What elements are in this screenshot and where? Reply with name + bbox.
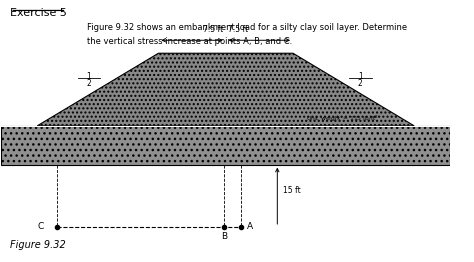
Text: 2: 2 [86, 79, 91, 88]
Text: Figure 9.32 shows an embankment load for a silty clay soil layer. Determine: Figure 9.32 shows an embankment load for… [87, 23, 407, 32]
Bar [1, 126, 450, 165]
Text: 2: 2 [358, 79, 363, 88]
Text: C: C [37, 222, 44, 231]
Text: Unit weight = 115 lb/ft$^3$: Unit weight = 115 lb/ft$^3$ [307, 114, 379, 124]
Text: Exercise 5: Exercise 5 [10, 8, 67, 18]
Text: 7.5 ft  7.5 ft: 7.5 ft 7.5 ft [203, 25, 248, 34]
Text: A: A [246, 222, 253, 231]
Text: B: B [221, 232, 228, 241]
Polygon shape [37, 53, 414, 126]
Text: 15 ft: 15 ft [283, 186, 301, 195]
Text: 1: 1 [86, 72, 91, 81]
Text: 1: 1 [358, 72, 363, 81]
Text: the vertical stress increase at points A, B, and C.: the vertical stress increase at points A… [87, 37, 292, 46]
Text: Figure 9.32: Figure 9.32 [10, 240, 66, 250]
